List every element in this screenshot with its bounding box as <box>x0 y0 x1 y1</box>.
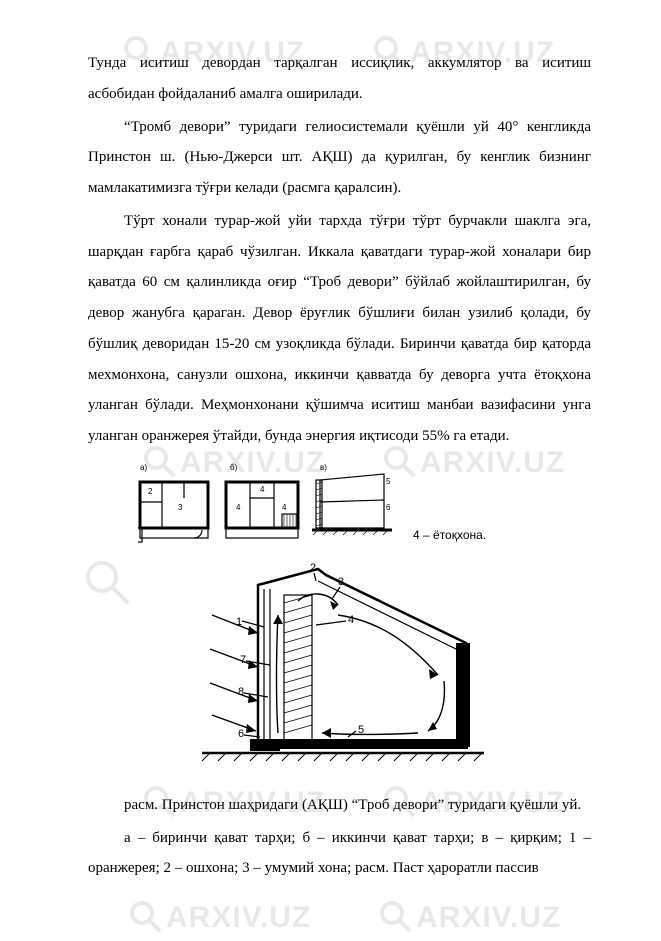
paragraph: “Тромб девори” туридаги гелиосистемали қ… <box>88 112 591 204</box>
figure-plans-row: a) 2 3 б) <box>138 460 398 550</box>
svg-text:1: 1 <box>236 616 242 628</box>
watermark: ARXIV.UZ <box>126 895 316 941</box>
document-page: ARXIV.UZ ARXIV.UZ ARXIV.UZ ARXIV.UZ ARXI… <box>0 0 661 935</box>
svg-text:7: 7 <box>240 654 246 666</box>
svg-text:6: 6 <box>386 503 391 512</box>
svg-text:4: 4 <box>348 614 354 626</box>
svg-text:в): в) <box>320 463 327 472</box>
svg-text:5: 5 <box>386 477 391 486</box>
svg-text:5: 5 <box>358 724 364 736</box>
svg-text:6: 6 <box>238 728 244 740</box>
figure-caption: расм. Принстон шаҳридаги (АҚШ) “Троб дев… <box>88 790 591 821</box>
paragraph: Тўрт хонали турар-жой уйи тархда тўғри т… <box>88 206 591 452</box>
svg-text:a): a) <box>140 463 147 472</box>
svg-text:8: 8 <box>238 686 244 698</box>
figure-block: a) 2 3 б) <box>88 460 591 790</box>
paragraph: Тунда иситиш девордан тарқалган иссиқлик… <box>88 48 591 110</box>
figure-section: 1 2 3 4 5 6 7 8 <box>198 555 488 770</box>
svg-text:ARXIV.UZ: ARXIV.UZ <box>166 901 311 934</box>
svg-text:ARXIV.UZ: ARXIV.UZ <box>416 901 561 934</box>
svg-text:4: 4 <box>282 503 287 512</box>
svg-text:б): б) <box>230 463 238 472</box>
svg-text:2: 2 <box>148 487 153 496</box>
svg-text:2: 2 <box>310 562 316 574</box>
watermark: ARXIV.UZ <box>376 895 566 941</box>
svg-text:3: 3 <box>338 576 344 588</box>
figure-subcaption: 4 – ётоқхона. <box>413 528 486 542</box>
svg-text:3: 3 <box>178 503 183 512</box>
svg-text:4: 4 <box>236 503 241 512</box>
svg-text:4: 4 <box>260 485 265 494</box>
figure-legend: а – биринчи қават тарҳи; б – иккинчи қав… <box>88 823 591 885</box>
